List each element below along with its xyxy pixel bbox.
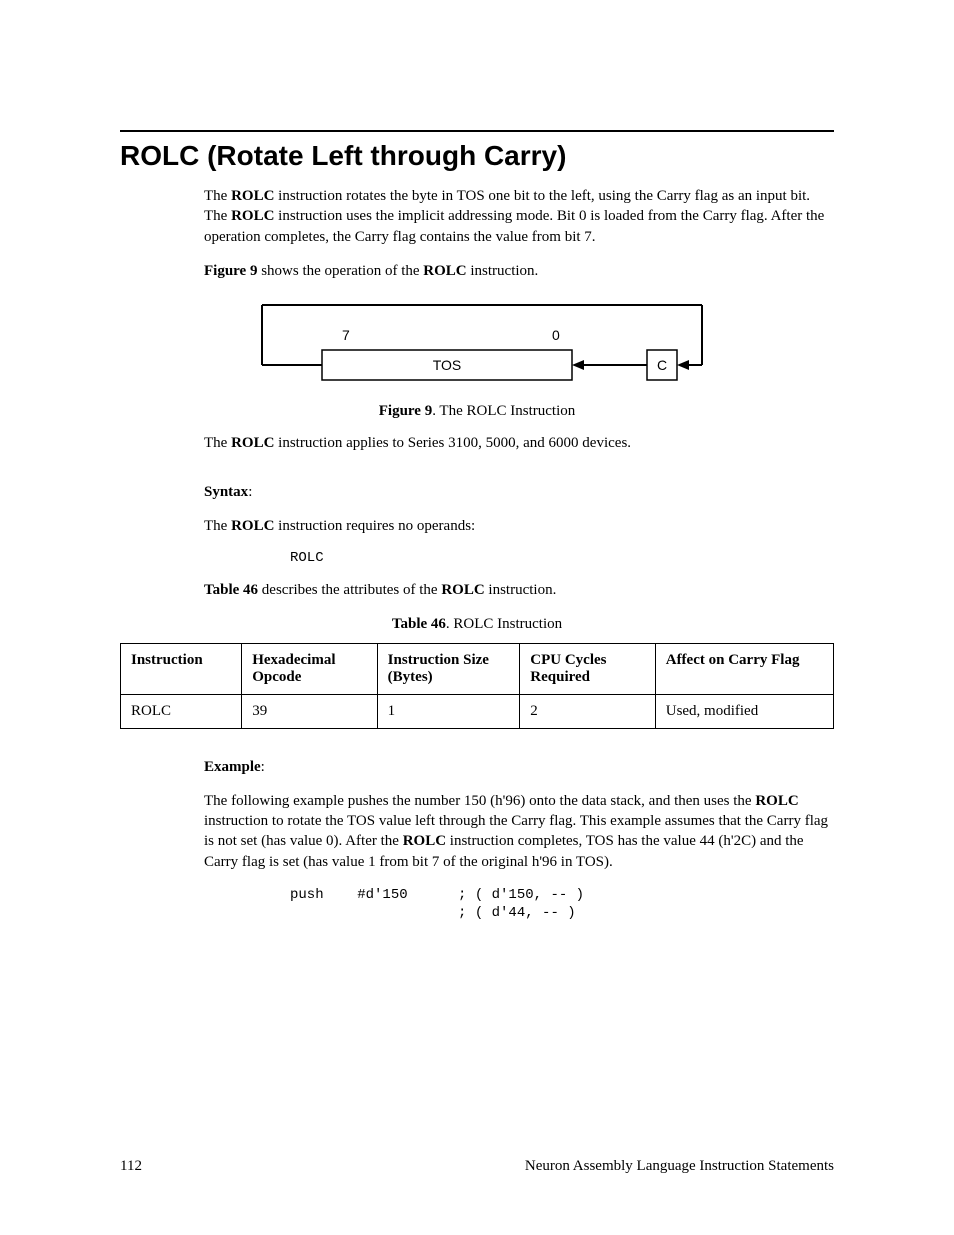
text: . ROLC Instruction — [446, 616, 562, 632]
applies-block: The ROLC instruction applies to Series 3… — [204, 433, 834, 453]
bit7-label: 7 — [342, 327, 350, 343]
th-carry: Affect on Carry Flag — [655, 643, 833, 694]
arrowhead-2 — [677, 360, 689, 370]
syntax-heading: Syntax: — [204, 482, 834, 502]
arrowhead-1 — [572, 360, 584, 370]
page-number: 112 — [120, 1158, 142, 1175]
example-block: Example: The following example pushes th… — [204, 757, 834, 872]
text-bold: ROLC — [231, 518, 274, 534]
page-container: ROLC (Rotate Left through Carry) The ROL… — [0, 0, 954, 1235]
text: . The ROLC Instruction — [432, 403, 575, 419]
intro-block: The ROLC instruction rotates the byte in… — [204, 186, 834, 281]
intro-paragraph-2: Figure 9 shows the operation of the ROLC… — [204, 261, 834, 281]
figure-container: TOS 7 0 C — [120, 295, 834, 395]
text: The — [204, 435, 231, 451]
figure-caption: Figure 9. The ROLC Instruction — [120, 401, 834, 421]
carry-label: C — [657, 357, 667, 373]
example-code: push #d'150 ; ( d'150, -- ) ; ( d'44, --… — [290, 886, 834, 922]
tos-label: TOS — [433, 357, 462, 373]
text-bold: Table 46 — [204, 582, 258, 598]
example-paragraph: The following example pushes the number … — [204, 791, 834, 872]
intro-paragraph-1: The ROLC instruction rotates the byte in… — [204, 186, 834, 247]
table-header-row: Instruction Hexadecimal Opcode Instructi… — [121, 643, 834, 694]
text: describes the attributes of the — [258, 582, 441, 598]
table-caption: Table 46. ROLC Instruction — [120, 614, 834, 634]
syntax-code: ROLC — [290, 550, 834, 566]
rolc-diagram: TOS 7 0 C — [242, 295, 712, 395]
td-carry: Used, modified — [655, 694, 833, 728]
td-opcode: 39 — [242, 694, 377, 728]
text-bold: Figure 9 — [204, 263, 257, 279]
top-rule — [120, 130, 834, 132]
text-bold: ROLC — [231, 435, 274, 451]
th-instruction: Instruction — [121, 643, 242, 694]
text-bold: Figure 9 — [379, 403, 432, 419]
text-bold: ROLC — [423, 263, 466, 279]
text: : — [248, 484, 252, 500]
text: shows the operation of the — [257, 263, 423, 279]
text: instruction. — [485, 582, 557, 598]
text: instruction. — [467, 263, 539, 279]
syntax-line: The ROLC instruction requires no operand… — [204, 516, 834, 536]
text-bold: ROLC — [231, 188, 274, 204]
page-footer: 112 Neuron Assembly Language Instruction… — [120, 1158, 834, 1175]
td-size: 1 — [377, 694, 520, 728]
text-bold: ROLC — [441, 582, 484, 598]
text: instruction applies to Series 3100, 5000… — [274, 435, 631, 451]
applies-paragraph: The ROLC instruction applies to Series 3… — [204, 433, 834, 453]
td-instruction: ROLC — [121, 694, 242, 728]
text: The — [204, 518, 231, 534]
text: : — [261, 759, 265, 775]
text-bold: Syntax — [204, 484, 248, 500]
table-intro-block: Table 46 describes the attributes of the… — [204, 580, 834, 600]
text-bold: Table 46 — [392, 616, 446, 632]
text: instruction requires no operands: — [274, 518, 475, 534]
syntax-block: Syntax: The ROLC instruction requires no… — [204, 482, 834, 537]
text-bold: ROLC — [755, 793, 798, 809]
page-title: ROLC (Rotate Left through Carry) — [120, 140, 834, 172]
footer-title: Neuron Assembly Language Instruction Sta… — [525, 1158, 834, 1175]
table-intro-paragraph: Table 46 describes the attributes of the… — [204, 580, 834, 600]
th-cycles: CPU Cycles Required — [520, 643, 655, 694]
table-row: ROLC 39 1 2 Used, modified — [121, 694, 834, 728]
text-bold: ROLC — [403, 833, 446, 849]
text: The following example pushes the number … — [204, 793, 755, 809]
th-opcode: Hexadecimal Opcode — [242, 643, 377, 694]
attributes-table: Instruction Hexadecimal Opcode Instructi… — [120, 643, 834, 729]
td-cycles: 2 — [520, 694, 655, 728]
text: The — [204, 188, 231, 204]
th-size: Instruction Size (Bytes) — [377, 643, 520, 694]
text-bold: ROLC — [231, 208, 274, 224]
text: instruction uses the implicit addressing… — [204, 208, 824, 244]
bit0-label: 0 — [552, 327, 560, 343]
example-heading: Example: — [204, 757, 834, 777]
text-bold: Example — [204, 759, 261, 775]
